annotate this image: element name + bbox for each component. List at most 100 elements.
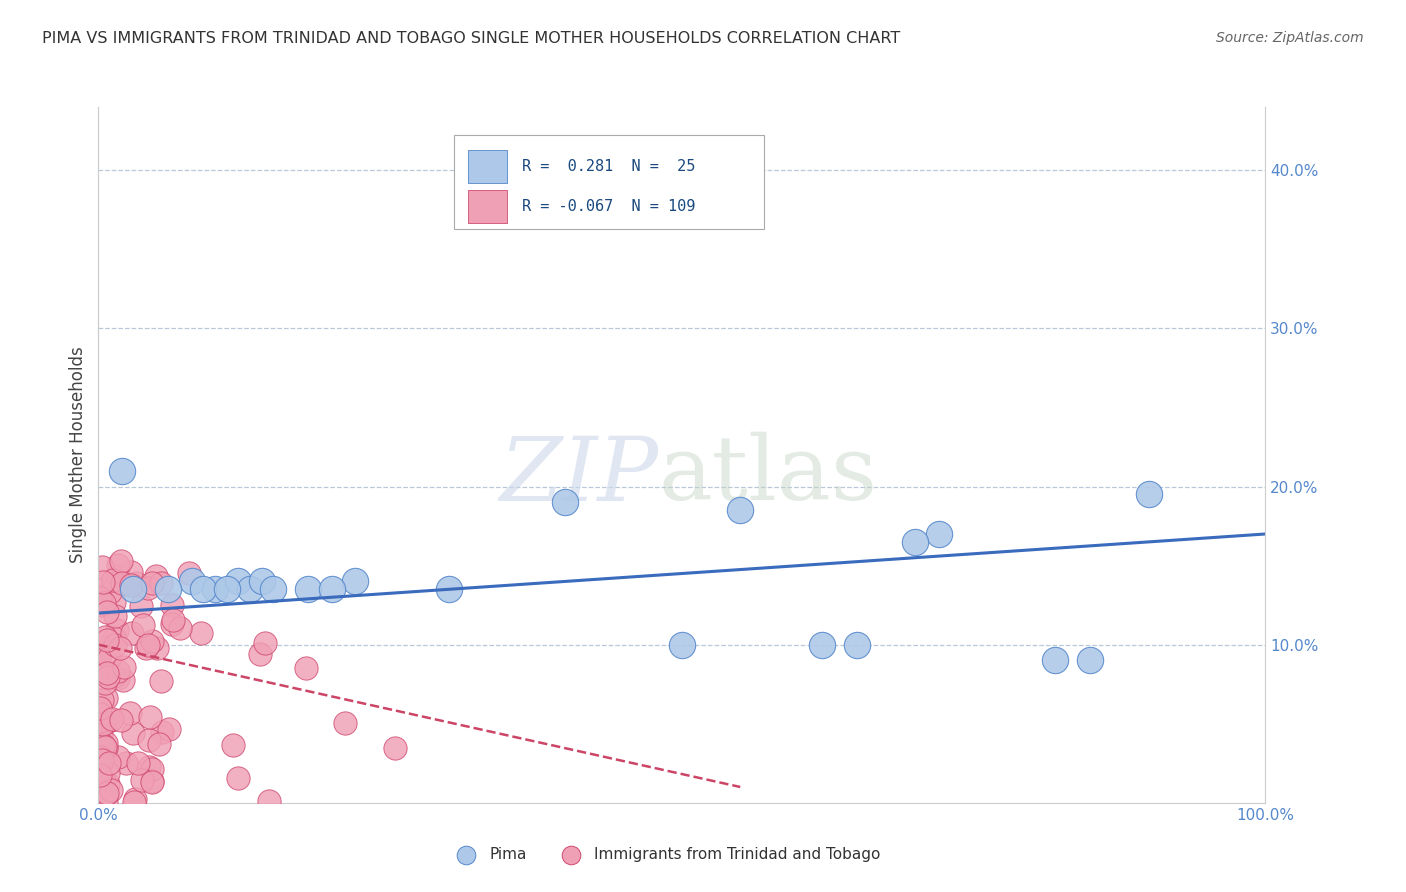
Point bbox=[204, 582, 226, 597]
Point bbox=[90, 727, 112, 741]
Text: atlas: atlas bbox=[658, 432, 877, 519]
Text: ZIP: ZIP bbox=[499, 433, 658, 519]
Point bbox=[125, 576, 148, 591]
Point bbox=[91, 738, 114, 752]
Point bbox=[121, 578, 143, 592]
Point bbox=[141, 775, 163, 789]
Point bbox=[148, 737, 170, 751]
Point bbox=[297, 582, 319, 597]
Text: Pima: Pima bbox=[489, 847, 527, 863]
Point bbox=[149, 575, 172, 590]
Point bbox=[90, 693, 112, 707]
Point bbox=[96, 786, 118, 800]
Point bbox=[112, 659, 135, 673]
Point bbox=[179, 566, 201, 581]
Point bbox=[103, 595, 125, 609]
Point bbox=[928, 527, 950, 541]
Point bbox=[89, 664, 111, 678]
Point bbox=[157, 582, 180, 597]
Point bbox=[145, 569, 167, 583]
Point bbox=[437, 582, 460, 597]
Point bbox=[93, 595, 115, 609]
Point bbox=[846, 638, 869, 652]
Point bbox=[96, 665, 118, 680]
Point bbox=[129, 599, 152, 613]
Point bbox=[124, 791, 146, 805]
FancyBboxPatch shape bbox=[468, 150, 508, 183]
Point bbox=[250, 574, 273, 589]
Point bbox=[96, 605, 118, 619]
Point bbox=[97, 777, 120, 791]
Point bbox=[96, 736, 118, 750]
Point bbox=[89, 701, 111, 715]
Point bbox=[384, 740, 406, 755]
Point bbox=[94, 787, 117, 801]
Point bbox=[91, 739, 114, 754]
Point bbox=[97, 766, 120, 780]
Point bbox=[135, 640, 157, 655]
Point bbox=[257, 793, 280, 807]
Point bbox=[89, 768, 111, 782]
Point bbox=[93, 718, 115, 732]
Point bbox=[91, 716, 114, 731]
Text: PIMA VS IMMIGRANTS FROM TRINIDAD AND TOBAGO SINGLE MOTHER HOUSEHOLDS CORRELATION: PIMA VS IMMIGRANTS FROM TRINIDAD AND TOB… bbox=[42, 31, 900, 46]
Point bbox=[228, 574, 250, 589]
Point bbox=[249, 647, 271, 661]
Point bbox=[115, 756, 138, 771]
Point bbox=[97, 651, 120, 665]
Point bbox=[98, 584, 121, 599]
Point bbox=[150, 724, 173, 739]
Point bbox=[138, 760, 160, 774]
Point bbox=[107, 671, 129, 685]
Point bbox=[89, 734, 111, 748]
FancyBboxPatch shape bbox=[468, 190, 508, 223]
Point bbox=[335, 716, 357, 731]
Point bbox=[94, 741, 117, 756]
Point bbox=[1045, 653, 1067, 667]
Point bbox=[138, 710, 160, 724]
Point bbox=[169, 621, 191, 635]
Point bbox=[105, 624, 128, 638]
Point bbox=[136, 581, 159, 595]
Point bbox=[90, 753, 112, 767]
Point bbox=[101, 712, 124, 726]
Point bbox=[89, 591, 111, 605]
Point bbox=[94, 630, 117, 644]
Point bbox=[91, 640, 114, 655]
Point bbox=[127, 756, 149, 771]
Point bbox=[91, 769, 114, 783]
Point bbox=[89, 706, 111, 721]
Text: R =  0.281  N =  25: R = 0.281 N = 25 bbox=[522, 159, 696, 174]
Point bbox=[811, 638, 834, 652]
Point bbox=[103, 631, 125, 645]
Point bbox=[253, 636, 276, 650]
Text: Immigrants from Trinidad and Tobago: Immigrants from Trinidad and Tobago bbox=[595, 847, 880, 863]
Point bbox=[107, 568, 129, 582]
Point bbox=[104, 638, 127, 652]
Point bbox=[122, 795, 145, 809]
Point bbox=[112, 577, 135, 591]
Point bbox=[110, 713, 132, 727]
Point bbox=[193, 582, 215, 597]
Point bbox=[110, 554, 132, 568]
Point bbox=[262, 582, 284, 597]
Point bbox=[93, 676, 115, 690]
Point bbox=[103, 668, 125, 682]
Point bbox=[122, 726, 145, 740]
Point bbox=[104, 609, 127, 624]
Point bbox=[111, 673, 134, 687]
Text: Source: ZipAtlas.com: Source: ZipAtlas.com bbox=[1216, 31, 1364, 45]
Point bbox=[239, 582, 262, 597]
Y-axis label: Single Mother Households: Single Mother Households bbox=[69, 347, 87, 563]
Point bbox=[89, 750, 111, 764]
Point bbox=[90, 647, 112, 661]
Point bbox=[671, 638, 693, 652]
Point bbox=[295, 661, 318, 675]
Point bbox=[344, 574, 367, 589]
Point bbox=[215, 582, 238, 597]
Point bbox=[89, 582, 111, 597]
Point bbox=[94, 794, 117, 808]
Point bbox=[131, 772, 153, 787]
Point bbox=[107, 558, 129, 572]
Point bbox=[180, 574, 202, 589]
